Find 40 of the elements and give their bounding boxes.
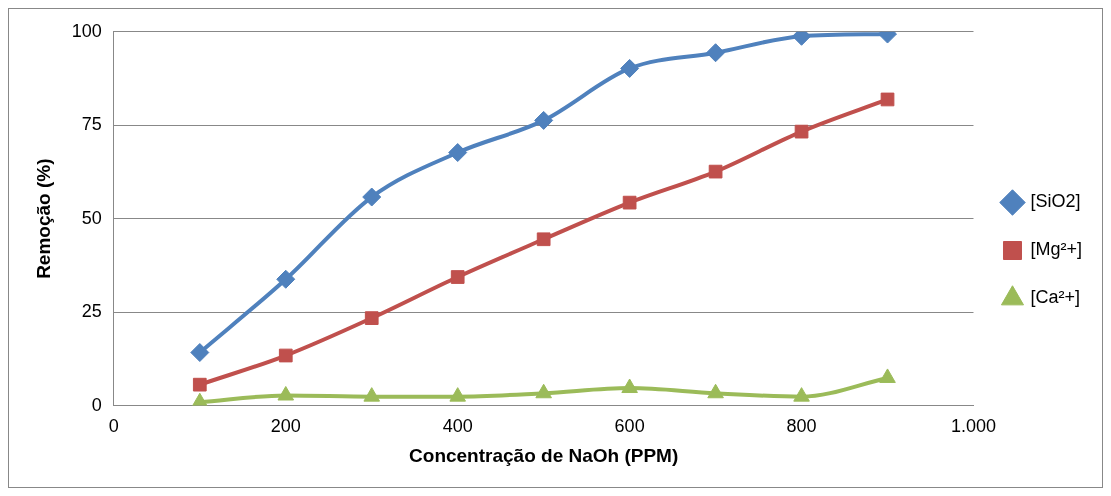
point (534, 110, 554, 130)
y-tick-label: 100 (71, 20, 102, 41)
point (622, 195, 637, 210)
point (794, 124, 809, 139)
point (450, 270, 465, 284)
point (448, 143, 468, 163)
point (276, 269, 296, 289)
x-tick-label: 800 (786, 416, 817, 437)
point (793, 387, 810, 402)
y-tick-label: 25 (81, 301, 102, 322)
y-tick-label: 50 (81, 207, 102, 228)
legend-label: [SiO2] (1030, 191, 1081, 212)
point (190, 343, 210, 363)
point (364, 311, 379, 325)
x-tick-label: 1.000 (950, 416, 997, 437)
point (278, 348, 293, 363)
point (879, 368, 896, 383)
point (621, 378, 638, 394)
point (707, 383, 724, 399)
point (708, 164, 723, 179)
x-tick-label: 600 (614, 416, 645, 437)
legend-label: [Mg²+] (1030, 239, 1082, 260)
legend-label: [Ca²+] (1030, 287, 1081, 308)
point (362, 187, 382, 207)
point (880, 92, 895, 107)
point (192, 377, 207, 392)
x-tick-label: 0 (108, 416, 119, 437)
x-tick-label: 400 (442, 416, 473, 437)
x-tick-label: 200 (270, 416, 301, 437)
point (620, 58, 640, 78)
y-tick-label: 0 (91, 394, 102, 415)
y-tick-label: 75 (81, 114, 102, 135)
point (536, 232, 551, 247)
y-axis-title: Remoção (%) (32, 158, 54, 279)
point (706, 43, 726, 63)
x-axis-title: Concentração de NaOh (PPM) (409, 444, 679, 466)
point (449, 387, 466, 402)
point (363, 387, 381, 402)
point (535, 383, 552, 399)
point (277, 386, 295, 401)
